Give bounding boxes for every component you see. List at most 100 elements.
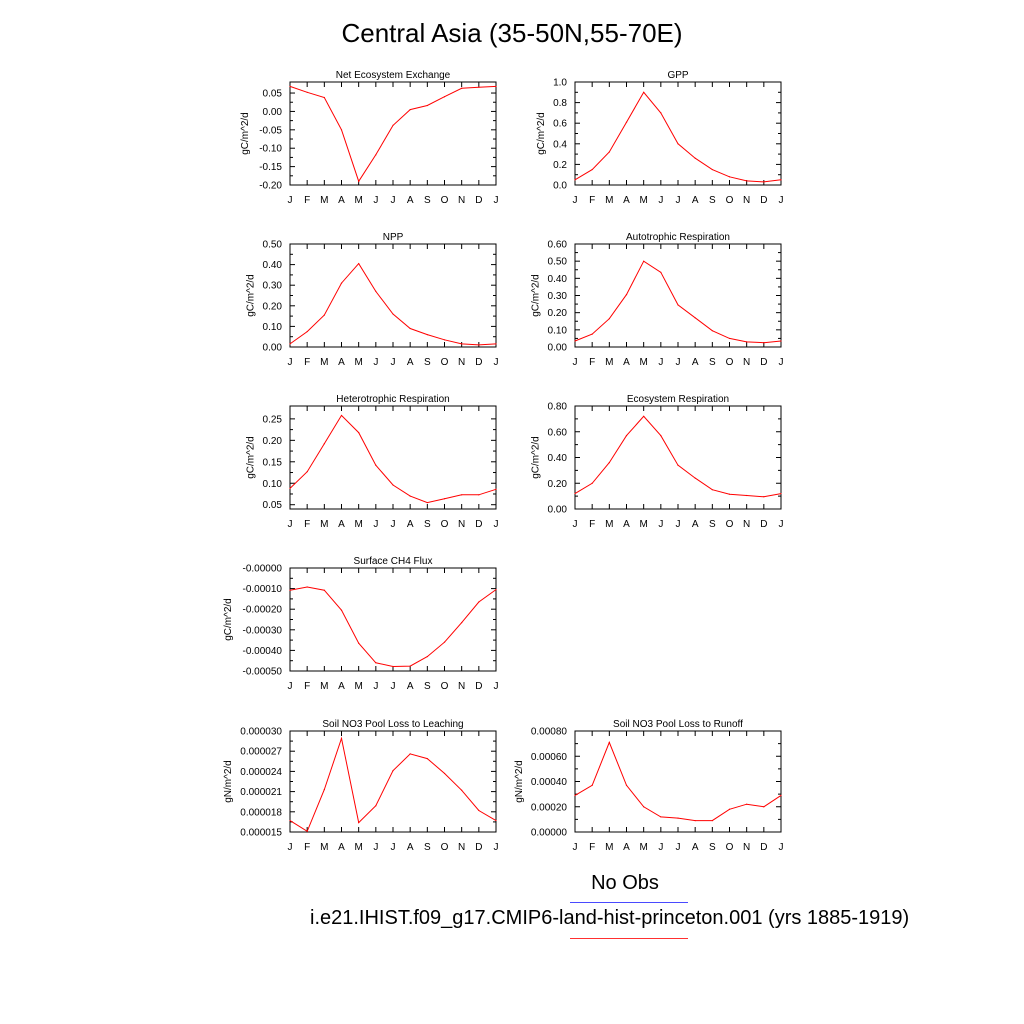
x-tick-label: S: [709, 357, 716, 368]
legend-obs-line: [570, 902, 688, 903]
series-line: [289, 262, 497, 346]
x-tick-label: F: [589, 842, 595, 853]
x-tick-label: M: [354, 519, 362, 530]
x-tick-label: A: [338, 842, 345, 853]
data-point: [306, 471, 308, 473]
data-point: [306, 586, 308, 588]
x-tick-label: M: [320, 519, 328, 530]
y-tick-label: 0.00: [263, 343, 283, 354]
x-tick-label: D: [475, 842, 482, 853]
x-tick-label: J: [658, 842, 663, 853]
x-tick-label: F: [304, 681, 310, 692]
x-tick-label: J: [288, 842, 293, 853]
y-tick-label: 0.0: [553, 181, 567, 192]
data-point: [409, 495, 411, 497]
x-tick-label: A: [623, 195, 630, 206]
panel-frame: [289, 730, 497, 833]
data-point: [711, 168, 713, 171]
x-tick-label: M: [320, 842, 328, 853]
data-point: [461, 789, 463, 791]
y-tick-label: 0.30: [548, 291, 568, 302]
data-point: [340, 129, 343, 131]
data-point: [746, 341, 748, 343]
x-tick-label: S: [424, 842, 431, 853]
x-tick-label: D: [760, 195, 767, 206]
x-tick-label: D: [475, 195, 482, 206]
y-tick-label: 0.25: [263, 414, 283, 425]
y-tick-label: -0.00050: [243, 667, 283, 678]
y-tick-label: -0.00040: [243, 646, 283, 657]
data-point: [495, 343, 497, 345]
data-point: [728, 808, 731, 810]
y-tick-label: 0.10: [263, 322, 283, 333]
data-point: [677, 143, 679, 145]
data-point: [461, 87, 463, 89]
x-tick-label: M: [320, 681, 328, 692]
data-point: [289, 589, 291, 591]
y-tick-label: 0.00020: [531, 802, 568, 813]
x-tick-label: J: [373, 195, 378, 206]
x-tick-label: J: [391, 681, 396, 692]
data-point: [780, 794, 782, 796]
x-tick-label: J: [288, 519, 293, 530]
x-tick-label: A: [407, 195, 414, 206]
data-point: [409, 327, 411, 330]
data-point: [323, 589, 325, 591]
data-point: [443, 96, 446, 98]
data-point: [643, 260, 645, 262]
panel-title: Surface CH4 Flux: [354, 556, 433, 567]
x-tick-label: M: [605, 357, 613, 368]
data-point: [763, 342, 765, 344]
x-tick-label: A: [407, 519, 414, 530]
data-point: [478, 494, 480, 496]
x-tick-label: F: [589, 519, 595, 530]
y-tick-label: 0.20: [548, 479, 568, 490]
x-tick-label: A: [338, 357, 345, 368]
series-line: [289, 736, 497, 833]
data-point: [306, 830, 308, 832]
data-point: [443, 339, 446, 341]
y-tick-label: 0.05: [263, 89, 283, 100]
x-tick-label: A: [692, 519, 699, 530]
y-axis-label: gC/m^2/d: [531, 436, 542, 479]
y-tick-label: 0.00: [548, 343, 568, 354]
data-point: [358, 642, 360, 644]
data-point: [409, 665, 411, 667]
y-tick-label: 0.10: [263, 479, 283, 490]
x-tick-label: M: [639, 842, 647, 853]
x-tick-label: D: [760, 357, 767, 368]
data-point: [426, 334, 428, 336]
x-tick-label: M: [639, 195, 647, 206]
x-tick-label: N: [743, 842, 750, 853]
data-point: [677, 304, 679, 306]
x-tick-label: A: [623, 842, 630, 853]
legend-model-label: i.e21.IHIST.f09_g17.CMIP6-land-hist-prin…: [310, 907, 910, 929]
x-tick-label: J: [658, 357, 663, 368]
data-point: [358, 432, 360, 434]
y-tick-label: 0.60: [548, 427, 568, 438]
x-tick-label: S: [424, 519, 431, 530]
data-point: [574, 492, 576, 495]
x-tick-label: S: [709, 842, 716, 853]
y-tick-label: 0.15: [263, 457, 283, 468]
data-point: [426, 758, 428, 760]
data-point: [392, 665, 394, 668]
data-point: [625, 435, 628, 437]
y-tick-label: 0.8: [553, 98, 567, 109]
data-point: [591, 784, 593, 786]
series-line: [289, 586, 497, 668]
x-tick-label: N: [743, 519, 750, 530]
x-tick-label: A: [338, 195, 345, 206]
y-tick-label: 0.00: [548, 505, 568, 516]
legend-obs-label: No Obs: [591, 872, 659, 894]
y-tick-label: -0.15: [259, 162, 282, 173]
x-tick-label: N: [458, 681, 465, 692]
data-point: [443, 772, 446, 775]
data-point: [677, 817, 679, 819]
data-point: [340, 737, 343, 740]
panel-frame: [289, 81, 497, 186]
data-point: [289, 487, 291, 489]
panel-title: Autotrophic Respiration: [626, 232, 730, 243]
data-point: [643, 415, 645, 417]
